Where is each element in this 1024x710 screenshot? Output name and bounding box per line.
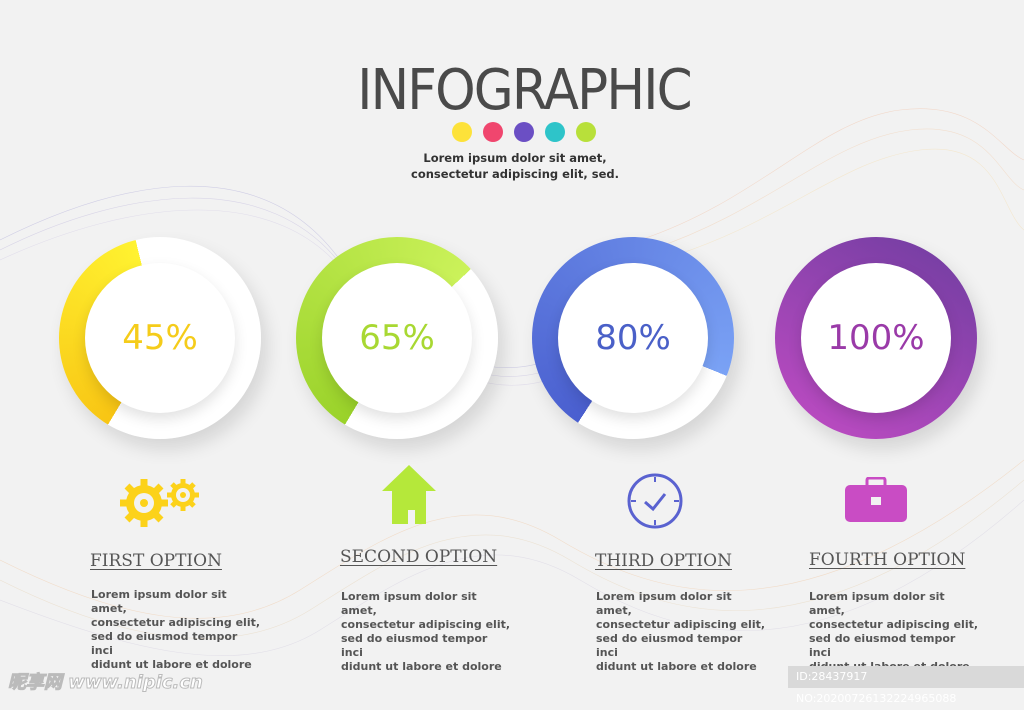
progress-ring-fourth: 100% [775,237,977,439]
color-dots [452,122,596,142]
gears-icon [120,479,199,527]
desc-line: didunt ut labore et dolore [596,660,757,673]
option-description: Lorem ipsum dolor sit amet, consectetur a… [341,590,511,674]
progress-ring-third: 80% [532,237,734,439]
color-dot [452,122,472,142]
watermark-id: ID:28437917 NO:20200726132224965088 [788,666,1024,705]
percent-label: 100% [801,263,951,413]
option-title-first: FIRST OPTION [90,551,222,571]
option-title-second: SECOND OPTION [340,547,498,567]
percent-label: 65% [322,263,472,413]
desc-line: didunt ut labore et dolore [341,660,502,673]
desc-line: sed do eiusmod tempor inci [596,632,743,659]
house-icon [382,465,436,524]
subtitle-line: consectetur adipiscing elit, sed. [411,167,619,181]
desc-line: Lorem ipsum dolor sit amet, [91,588,227,615]
color-dot [514,122,534,142]
option-description: Lorem ipsum dolor sit amet, consectetur a… [91,588,261,672]
desc-line: consectetur adipiscing elit, [596,618,766,631]
option-description: Lorem ipsum dolor sit amet, consectetur a… [596,590,766,674]
watermark-logo: 昵享网 www.nipic.cn [8,672,204,694]
progress-ring-first: 45% [59,237,261,439]
desc-line: sed do eiusmod tempor inci [341,632,488,659]
desc-line: Lorem ipsum dolor sit amet, [596,590,732,617]
percent-label: 45% [85,263,235,413]
briefcase-icon [845,477,907,522]
desc-line: didunt ut labore et dolore [91,658,252,671]
option-title-third: THIRD OPTION [595,551,732,571]
clock-icon [627,473,683,529]
desc-line: sed do eiusmod tempor inci [91,630,238,657]
color-dot [576,122,596,142]
subtitle-line: Lorem ipsum dolor sit amet, [423,151,607,165]
color-dot [545,122,565,142]
progress-ring-second: 65% [296,237,498,439]
option-description: Lorem ipsum dolor sit amet, consectetur a… [809,590,979,674]
color-dot [483,122,503,142]
subtitle: Lorem ipsum dolor sit amet, consectetur … [0,150,1024,182]
desc-line: Lorem ipsum dolor sit amet, [341,590,477,617]
desc-line: Lorem ipsum dolor sit amet, [809,590,945,617]
desc-line: consectetur adipiscing elit, [809,618,979,631]
desc-line: sed do eiusmod tempor inci [809,632,956,659]
desc-line: consectetur adipiscing elit, [91,616,261,629]
option-title-fourth: FOURTH OPTION [809,550,966,570]
page-title: INFOGRAPHIC [357,58,692,123]
percent-label: 80% [558,263,708,413]
desc-line: consectetur adipiscing elit, [341,618,511,631]
